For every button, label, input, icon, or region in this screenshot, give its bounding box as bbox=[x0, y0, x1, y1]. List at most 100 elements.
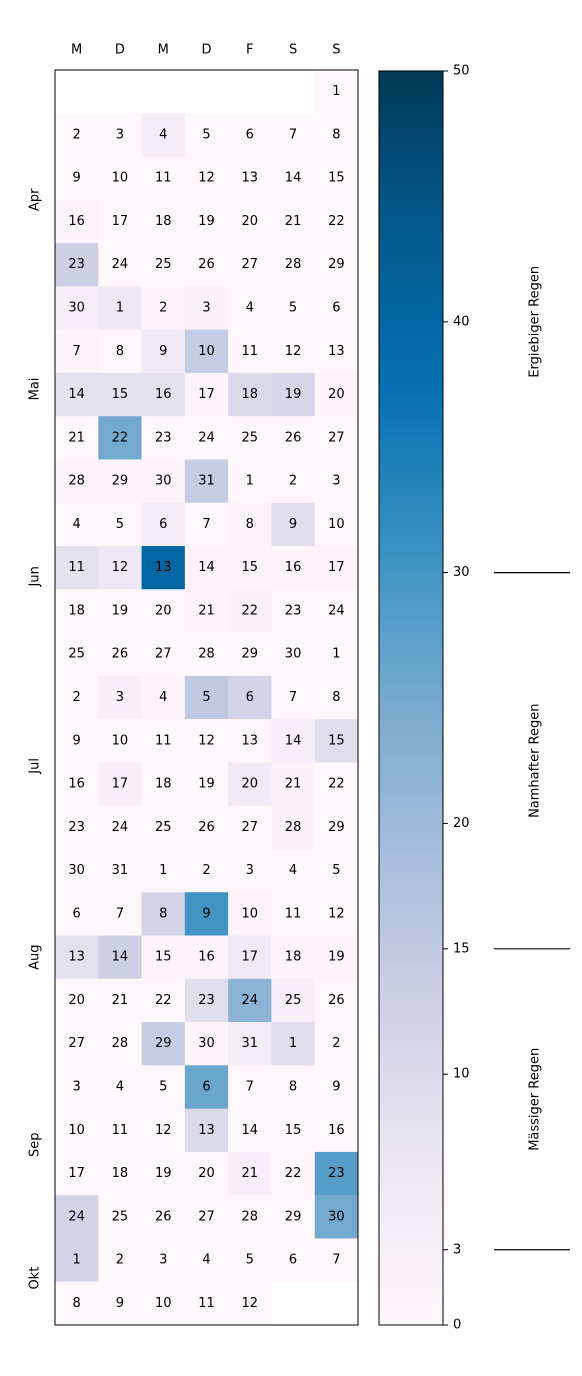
weekday-label: M bbox=[71, 43, 82, 58]
day-cell bbox=[228, 1065, 272, 1110]
day-label: 28 bbox=[112, 1036, 129, 1051]
day-label: 23 bbox=[285, 603, 302, 618]
day-cell bbox=[228, 978, 272, 1023]
day-cell bbox=[314, 1238, 359, 1283]
day-cell bbox=[314, 199, 359, 244]
day-cell bbox=[314, 892, 359, 937]
day-label: 25 bbox=[112, 1209, 129, 1224]
day-label: 14 bbox=[285, 171, 302, 186]
day-label: 2 bbox=[332, 1036, 340, 1051]
day-label: 17 bbox=[68, 1166, 85, 1181]
weekday-label: M bbox=[158, 43, 169, 58]
day-cell bbox=[98, 719, 143, 763]
day-cell bbox=[184, 199, 229, 244]
day-cell bbox=[55, 1065, 99, 1110]
day-cell bbox=[271, 675, 316, 720]
day-label: 20 bbox=[242, 777, 259, 792]
day-cell bbox=[184, 978, 229, 1023]
day-label: 16 bbox=[68, 214, 85, 229]
day-cell bbox=[228, 935, 272, 980]
day-label: 1 bbox=[73, 1253, 81, 1268]
day-cell bbox=[228, 848, 272, 893]
day-cell bbox=[141, 113, 186, 158]
day-label: 27 bbox=[328, 430, 345, 445]
day-label: 7 bbox=[116, 906, 124, 921]
day-label: 15 bbox=[155, 950, 172, 965]
weekday-label: S bbox=[332, 43, 340, 58]
day-cell bbox=[98, 1151, 143, 1196]
day-cell bbox=[271, 935, 316, 980]
day-label: 6 bbox=[246, 690, 254, 705]
day-cell bbox=[55, 156, 99, 201]
day-cell bbox=[314, 719, 359, 763]
day-label: 7 bbox=[246, 1079, 254, 1094]
day-cell bbox=[271, 243, 316, 287]
day-label: 8 bbox=[73, 1296, 81, 1311]
day-cell bbox=[184, 805, 229, 850]
day-cell bbox=[314, 1022, 359, 1066]
day-cell bbox=[228, 892, 272, 937]
day-label: 17 bbox=[112, 214, 129, 229]
day-cell bbox=[314, 546, 359, 590]
day-cell bbox=[141, 848, 186, 893]
day-label: 22 bbox=[328, 214, 345, 229]
day-cell bbox=[55, 1195, 99, 1239]
day-label: 24 bbox=[112, 820, 129, 835]
day-label: 6 bbox=[73, 906, 81, 921]
day-cell bbox=[228, 719, 272, 763]
day-label: 16 bbox=[68, 777, 85, 792]
day-label: 29 bbox=[328, 820, 345, 835]
day-label: 10 bbox=[68, 1123, 85, 1138]
heatmap-frame bbox=[54, 69, 359, 1326]
day-cell bbox=[314, 935, 359, 980]
day-label: 7 bbox=[332, 1253, 340, 1268]
day-cell bbox=[98, 675, 143, 720]
day-cell bbox=[314, 1108, 359, 1153]
day-label: 13 bbox=[198, 1123, 215, 1138]
day-label: 29 bbox=[155, 1036, 172, 1051]
day-cell bbox=[271, 978, 316, 1023]
day-cell bbox=[98, 1022, 143, 1066]
day-cell bbox=[55, 719, 99, 763]
day-cell bbox=[98, 978, 143, 1023]
day-label: 28 bbox=[285, 820, 302, 835]
day-label: 10 bbox=[112, 733, 129, 748]
day-cell bbox=[55, 1281, 99, 1326]
day-cell bbox=[184, 459, 229, 504]
day-cell bbox=[141, 1238, 186, 1283]
day-cell bbox=[55, 502, 99, 547]
day-label: 28 bbox=[242, 1209, 259, 1224]
day-cell bbox=[55, 416, 99, 460]
day-label: 5 bbox=[202, 127, 210, 142]
day-cell bbox=[314, 978, 359, 1023]
day-label: 28 bbox=[198, 647, 215, 662]
colorbar-tick-label: 30 bbox=[453, 565, 470, 580]
day-label: 27 bbox=[242, 820, 259, 835]
day-cell bbox=[98, 113, 143, 158]
month-label: Mai bbox=[28, 378, 43, 401]
day-label: 1 bbox=[246, 474, 254, 489]
day-cell bbox=[98, 243, 143, 287]
month-label: Jul bbox=[28, 758, 43, 775]
colorbar-tick-label: 40 bbox=[453, 314, 470, 329]
day-label: 12 bbox=[242, 1296, 259, 1311]
day-cell bbox=[55, 372, 99, 417]
day-label: 10 bbox=[155, 1296, 172, 1311]
day-label: 27 bbox=[155, 647, 172, 662]
day-label: 30 bbox=[155, 474, 172, 489]
day-label: 14 bbox=[242, 1123, 259, 1138]
day-label: 23 bbox=[68, 820, 85, 835]
day-cell bbox=[141, 199, 186, 244]
day-cell bbox=[141, 1108, 186, 1153]
day-cell bbox=[55, 329, 99, 374]
day-cell bbox=[314, 416, 359, 460]
day-cell bbox=[271, 1108, 316, 1153]
day-label: 19 bbox=[112, 603, 129, 618]
day-cell bbox=[141, 719, 186, 763]
day-cell bbox=[98, 848, 143, 893]
day-cell bbox=[228, 675, 272, 720]
month-label: Sep bbox=[28, 1132, 43, 1157]
day-label: 8 bbox=[289, 1079, 297, 1094]
day-label: 11 bbox=[155, 733, 172, 748]
day-label: 16 bbox=[198, 950, 215, 965]
